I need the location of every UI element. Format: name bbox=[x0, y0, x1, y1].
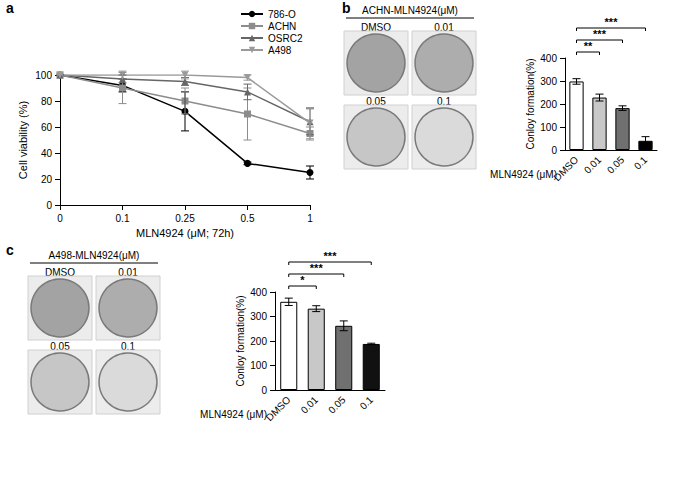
svg-text:***: *** bbox=[593, 28, 607, 40]
svg-text:0: 0 bbox=[261, 385, 267, 396]
svg-text:0.01: 0.01 bbox=[299, 394, 321, 416]
svg-text:DMSO: DMSO bbox=[361, 21, 391, 33]
svg-text:a: a bbox=[6, 0, 14, 16]
svg-text:MLN4924 (μM): MLN4924 (μM) bbox=[490, 169, 557, 180]
svg-text:DMSO: DMSO bbox=[264, 394, 293, 423]
svg-text:0.01: 0.01 bbox=[118, 266, 138, 278]
svg-text:200: 200 bbox=[250, 336, 267, 347]
svg-text:***: *** bbox=[605, 16, 619, 28]
svg-text:DMSO: DMSO bbox=[551, 154, 580, 183]
svg-text:0.01: 0.01 bbox=[582, 154, 604, 176]
svg-text:300: 300 bbox=[250, 311, 267, 322]
svg-text:300: 300 bbox=[540, 76, 557, 87]
svg-text:100: 100 bbox=[35, 70, 52, 81]
svg-text:OSRC2: OSRC2 bbox=[268, 33, 303, 44]
svg-text:Conloy formation(%): Conloy formation(%) bbox=[235, 295, 246, 386]
svg-text:400: 400 bbox=[540, 53, 557, 64]
svg-text:400: 400 bbox=[250, 287, 267, 298]
svg-text:1: 1 bbox=[307, 213, 313, 224]
svg-text:Conloy formation(%): Conloy formation(%) bbox=[525, 58, 536, 149]
svg-text:*: * bbox=[300, 274, 305, 286]
svg-text:60: 60 bbox=[41, 122, 53, 133]
svg-text:0.05: 0.05 bbox=[50, 340, 70, 352]
svg-text:40: 40 bbox=[41, 148, 53, 159]
svg-text:DMSO: DMSO bbox=[45, 266, 75, 278]
svg-text:A498: A498 bbox=[268, 45, 292, 56]
svg-text:A498-MLN4924(μM): A498-MLN4924(μM) bbox=[49, 250, 140, 261]
svg-text:**: ** bbox=[584, 40, 593, 52]
svg-text:0.05: 0.05 bbox=[326, 394, 348, 416]
svg-text:0.5: 0.5 bbox=[241, 213, 255, 224]
svg-text:200: 200 bbox=[540, 99, 557, 110]
svg-text:0.01: 0.01 bbox=[434, 21, 454, 33]
svg-text:***: *** bbox=[324, 250, 338, 262]
svg-text:0.1: 0.1 bbox=[358, 394, 376, 412]
svg-text:0.05: 0.05 bbox=[605, 154, 627, 176]
svg-text:Cell viability (%): Cell viability (%) bbox=[17, 101, 29, 179]
svg-text:0: 0 bbox=[57, 213, 63, 224]
svg-text:0: 0 bbox=[551, 145, 557, 156]
svg-text:786-O: 786-O bbox=[268, 9, 296, 20]
svg-text:MLN4924 (μM): MLN4924 (μM) bbox=[200, 409, 267, 420]
svg-text:0: 0 bbox=[46, 200, 52, 211]
svg-text:ACHN-MLN4924(μM): ACHN-MLN4924(μM) bbox=[362, 5, 458, 16]
svg-text:0.05: 0.05 bbox=[366, 95, 386, 107]
svg-text:80: 80 bbox=[41, 96, 53, 107]
svg-text:MLN4924 (μM; 72h): MLN4924 (μM; 72h) bbox=[136, 227, 234, 239]
svg-text:c: c bbox=[6, 242, 14, 258]
svg-text:100: 100 bbox=[250, 360, 267, 371]
svg-text:0.25: 0.25 bbox=[175, 213, 195, 224]
svg-text:ACHN: ACHN bbox=[268, 21, 296, 32]
svg-text:100: 100 bbox=[540, 122, 557, 133]
svg-text:0.1: 0.1 bbox=[632, 154, 650, 172]
svg-text:***: *** bbox=[310, 262, 324, 274]
svg-text:20: 20 bbox=[41, 174, 53, 185]
svg-text:0.1: 0.1 bbox=[121, 340, 135, 352]
svg-text:0.1: 0.1 bbox=[116, 213, 130, 224]
svg-text:b: b bbox=[342, 0, 351, 16]
svg-text:0.1: 0.1 bbox=[437, 95, 451, 107]
